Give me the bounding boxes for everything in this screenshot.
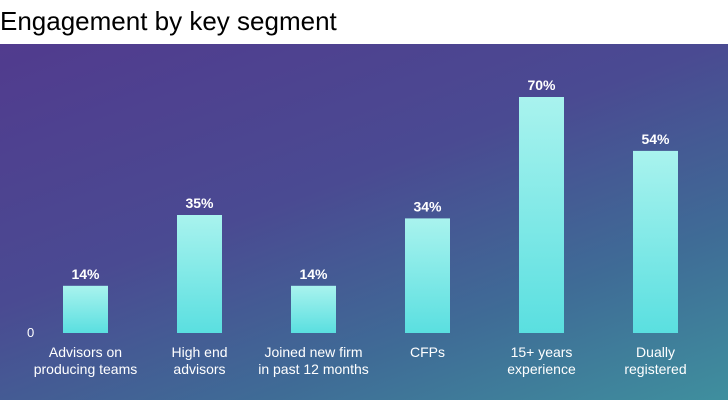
bar bbox=[405, 218, 450, 333]
bar-value-label: 34% bbox=[413, 198, 442, 214]
bars bbox=[63, 97, 678, 333]
bar bbox=[291, 285, 336, 333]
bar-value-label: 35% bbox=[185, 195, 214, 211]
category-label: High end advisors bbox=[171, 344, 228, 377]
title-bar: Engagement by key segment bbox=[0, 0, 728, 44]
category-label: Dually registered bbox=[624, 344, 687, 377]
bar bbox=[177, 215, 222, 333]
chart-title: Engagement by key segment bbox=[0, 6, 337, 36]
chart-background bbox=[0, 44, 728, 400]
category-label: CFPs bbox=[410, 344, 445, 360]
y-axis-tick-zero: 0 bbox=[27, 325, 35, 340]
bar-value-label: 14% bbox=[71, 266, 100, 282]
bar-value-label: 70% bbox=[527, 77, 556, 93]
bar-value-label: 54% bbox=[641, 131, 670, 147]
bar-value-label: 14% bbox=[299, 266, 328, 282]
category-label: 15+ years experience bbox=[507, 344, 576, 377]
bar bbox=[633, 150, 678, 333]
bar bbox=[519, 97, 564, 333]
category-label: Advisors on producing teams bbox=[33, 344, 138, 377]
data-labels: 14% 35% 14% 34% 70% 54% bbox=[71, 77, 670, 282]
category-label: Joined new firm in past 12 months bbox=[258, 344, 369, 377]
bar bbox=[63, 285, 108, 333]
